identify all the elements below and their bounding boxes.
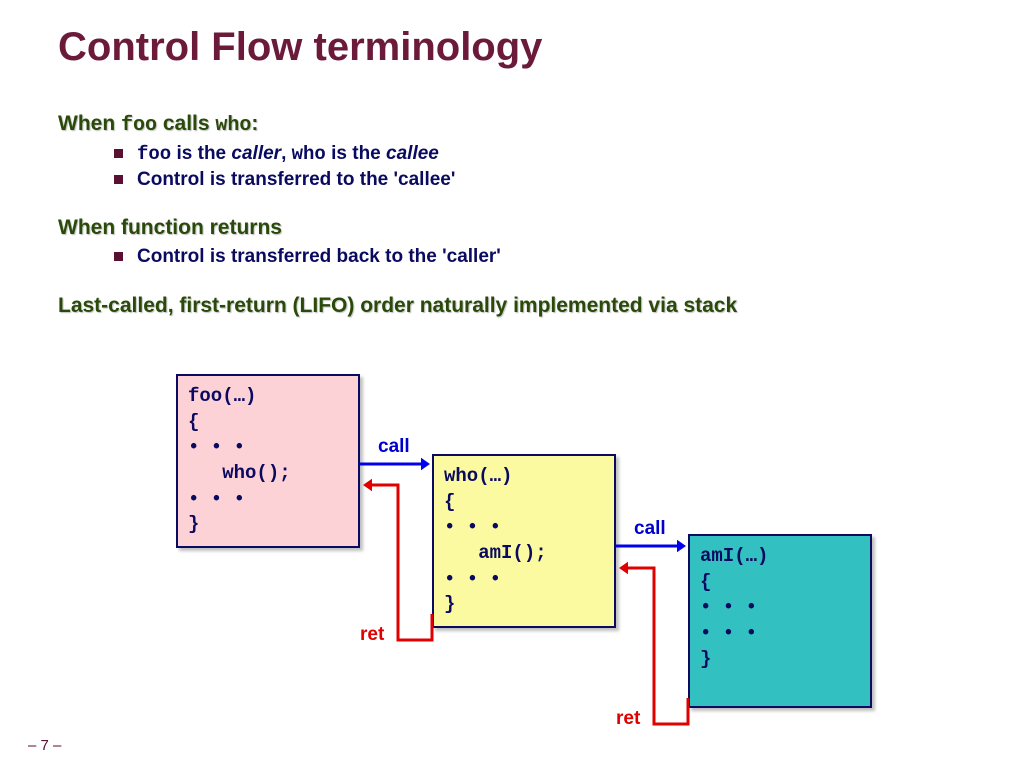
section-3-heading: Last-called, first-return (LIFO) order n… [58,294,737,318]
bullet-icon [114,149,123,158]
section-1-heading: When foo calls who: [58,112,455,137]
label-ret-2: ret [616,708,640,730]
code-box-who: who(…) { • • • amI(); • • • } [432,454,616,628]
page-number: – 7 – [28,737,61,754]
bullet-icon [114,175,123,184]
bullet-item: foo is the caller, who is the callee [114,143,455,165]
section-2-heading: When function returns [58,216,501,240]
label-call-2: call [634,518,666,540]
bullet-item: Control is transferred back to the 'call… [114,246,501,268]
section-2: When function returns Control is transfe… [58,216,501,282]
section-1: When foo calls who: foo is the caller, w… [58,112,455,205]
bullet-icon [114,252,123,261]
label-ret-1: ret [360,624,384,646]
bullet-item: Control is transferred to the 'callee' [114,169,455,191]
code-box-foo: foo(…) { • • • who(); • • • } [176,374,360,548]
slide-title: Control Flow terminology [58,25,542,70]
section-3: Last-called, first-return (LIFO) order n… [58,294,737,318]
code-box-ami: amI(…) { • • • • • • } [688,534,872,708]
label-call-1: call [378,436,410,458]
